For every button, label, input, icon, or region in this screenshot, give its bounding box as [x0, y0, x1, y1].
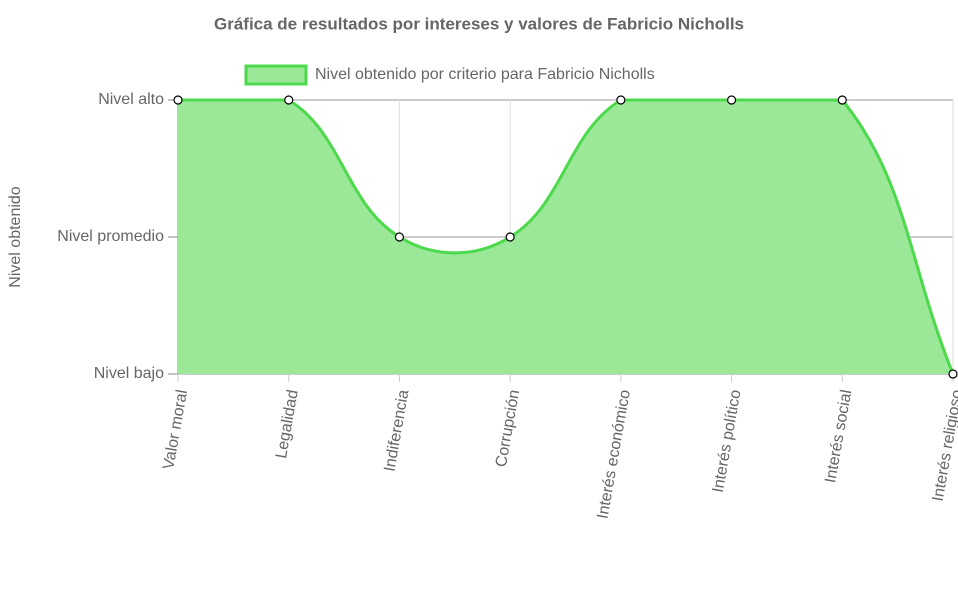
point	[948, 369, 958, 379]
point	[505, 232, 515, 242]
point	[726, 95, 737, 105]
x-tick-label: Indiferencia	[381, 388, 412, 473]
y-tick-label: Nivel promedio	[57, 228, 164, 245]
y-tick-label: Nivel bajo	[94, 365, 164, 382]
x-tick-label: Corrupción	[493, 388, 523, 468]
point	[616, 95, 626, 105]
x-tick-label: Interés económico	[595, 388, 634, 520]
point	[837, 95, 847, 105]
x-tick-label: Interés político	[710, 388, 745, 494]
chart-title: Gráfica de resultados por intereses y va…	[214, 14, 744, 33]
y-axis-label: Nivel obtenido	[7, 186, 24, 288]
point	[394, 232, 405, 242]
x-tick-label: Valor moral	[160, 388, 191, 470]
x-tick-label: Interés social	[822, 388, 855, 484]
area	[178, 100, 953, 374]
x-tick-label: Interés religioso	[930, 388, 958, 502]
point	[284, 95, 294, 105]
line	[178, 98, 955, 375]
x-tick-label: Legalidad	[273, 388, 302, 459]
y-tick-label: Nivel alto	[98, 91, 164, 108]
legend-swatch	[244, 64, 308, 86]
point	[173, 95, 183, 105]
legend-label: Nivel obtenido por criterio para Fabrici…	[315, 66, 655, 83]
